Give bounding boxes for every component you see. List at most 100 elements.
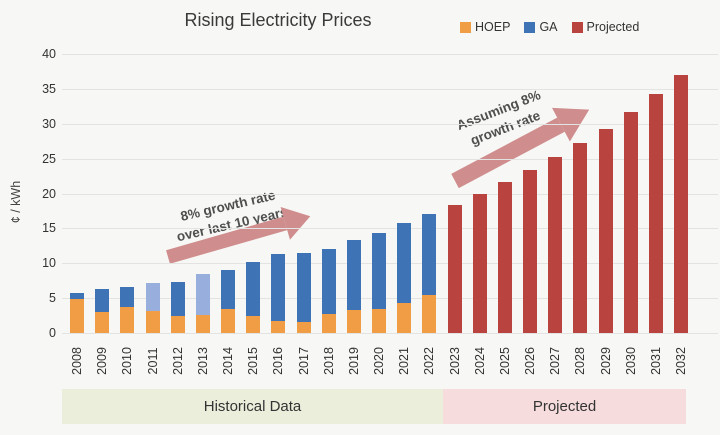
y-tick-0: 0 bbox=[49, 326, 56, 340]
projected-segment bbox=[497, 182, 512, 333]
projected-segment bbox=[598, 128, 613, 333]
legend-item-ga: GA bbox=[524, 20, 558, 34]
bar-2023 bbox=[447, 205, 462, 333]
bar-2027 bbox=[548, 157, 563, 333]
x-tick-2032: 2032 bbox=[674, 347, 688, 375]
ga-segment bbox=[246, 261, 261, 317]
bar-2026 bbox=[523, 170, 537, 333]
ga-segment bbox=[195, 273, 210, 315]
ga-segment bbox=[321, 249, 336, 315]
projected-segment bbox=[447, 205, 462, 333]
hoep-segment bbox=[372, 308, 386, 333]
bar-2014 bbox=[221, 269, 235, 333]
hoep-segment bbox=[246, 316, 261, 333]
x-tick-2017: 2017 bbox=[296, 347, 311, 375]
hoep-segment bbox=[170, 316, 185, 333]
x-tick-2026: 2026 bbox=[523, 347, 537, 375]
gridline-40 bbox=[62, 54, 718, 55]
ga-segment bbox=[145, 283, 160, 312]
bar-2031 bbox=[648, 93, 663, 333]
y-tick-10: 10 bbox=[42, 256, 56, 271]
x-tick-2018: 2018 bbox=[321, 347, 336, 375]
band-historical-data: Historical Data bbox=[62, 389, 443, 424]
projected-segment bbox=[623, 111, 638, 333]
x-tick-2008: 2008 bbox=[70, 347, 84, 375]
projected-swatch-icon bbox=[571, 21, 583, 33]
hoep-segment bbox=[346, 309, 361, 333]
band-projected: Projected bbox=[443, 389, 686, 424]
legend-item-hoep: HOEP bbox=[460, 20, 510, 34]
bar-2018 bbox=[321, 249, 336, 333]
projected-segment bbox=[523, 170, 537, 333]
bar-2020 bbox=[372, 233, 386, 333]
gridline-5 bbox=[62, 298, 718, 300]
legend-label-hoep: HOEP bbox=[475, 20, 511, 34]
bar-2029 bbox=[598, 128, 613, 333]
ga-segment bbox=[397, 223, 412, 303]
ga-segment bbox=[170, 282, 185, 317]
ga-segment bbox=[372, 233, 386, 309]
y-tick-20: 20 bbox=[42, 186, 56, 201]
gridline-35 bbox=[62, 88, 718, 90]
hoep-segment bbox=[120, 307, 135, 333]
hoep-segment bbox=[145, 311, 160, 333]
hoep-segment bbox=[70, 298, 84, 333]
hoep-segment bbox=[195, 314, 210, 333]
gridline-0 bbox=[62, 333, 718, 334]
ga-segment bbox=[70, 292, 84, 299]
ga-swatch-icon bbox=[524, 21, 536, 33]
projected-segment bbox=[472, 194, 487, 333]
x-tick-2010: 2010 bbox=[120, 347, 135, 375]
x-tick-2024: 2024 bbox=[472, 347, 487, 375]
gridline-20 bbox=[62, 193, 718, 195]
x-tick-2021: 2021 bbox=[397, 347, 412, 375]
projected-segment bbox=[573, 143, 588, 333]
gridline-25 bbox=[62, 158, 718, 160]
bar-2013 bbox=[195, 273, 210, 333]
ga-segment bbox=[271, 254, 286, 322]
gridline-30 bbox=[62, 123, 718, 125]
hoep-segment bbox=[397, 302, 412, 333]
y-tick-5: 5 bbox=[49, 291, 56, 306]
x-tick-2013: 2013 bbox=[195, 347, 210, 375]
bar-2009 bbox=[95, 289, 110, 333]
x-tick-2027: 2027 bbox=[548, 347, 563, 375]
hoep-segment bbox=[95, 312, 110, 333]
bar-2022 bbox=[422, 214, 437, 333]
y-tick-25: 25 bbox=[42, 151, 56, 166]
x-tick-2009: 2009 bbox=[95, 347, 110, 375]
x-tick-2019: 2019 bbox=[346, 347, 361, 375]
x-tick-2015: 2015 bbox=[246, 347, 261, 375]
hoep-segment bbox=[271, 321, 286, 333]
x-tick-2025: 2025 bbox=[497, 347, 512, 375]
ga-segment bbox=[120, 286, 135, 308]
ga-segment bbox=[296, 253, 311, 322]
x-tick-2031: 2031 bbox=[648, 347, 663, 375]
y-axis-title: ¢ / kWh bbox=[9, 180, 23, 224]
ga-segment bbox=[422, 214, 437, 296]
chart-title: Rising Electricity Prices bbox=[184, 10, 372, 30]
bar-2021 bbox=[397, 223, 412, 333]
bar-2012 bbox=[170, 282, 185, 333]
gridline-10 bbox=[62, 263, 718, 265]
x-tick-2028: 2028 bbox=[573, 347, 588, 375]
y-tick-35: 35 bbox=[42, 81, 56, 96]
bar-2028 bbox=[573, 143, 588, 333]
x-tick-2022: 2022 bbox=[422, 347, 437, 375]
legend-label-projected: Projected bbox=[586, 20, 640, 34]
hoep-segment bbox=[422, 295, 437, 333]
hoep-segment bbox=[321, 314, 336, 333]
bar-2016 bbox=[271, 254, 286, 333]
hoep-swatch-icon bbox=[460, 21, 471, 33]
x-tick-2030: 2030 bbox=[623, 347, 638, 375]
legend-label-ga: GA bbox=[539, 20, 558, 34]
projected-segment bbox=[548, 157, 563, 333]
bar-2030 bbox=[623, 111, 638, 333]
chart-legend: HOEP GA Projected bbox=[460, 20, 639, 34]
y-tick-40: 40 bbox=[42, 47, 56, 61]
x-tick-2014: 2014 bbox=[221, 347, 235, 375]
hoep-segment bbox=[221, 308, 235, 333]
legend-item-projected: Projected bbox=[571, 20, 640, 34]
ga-segment bbox=[95, 289, 110, 313]
